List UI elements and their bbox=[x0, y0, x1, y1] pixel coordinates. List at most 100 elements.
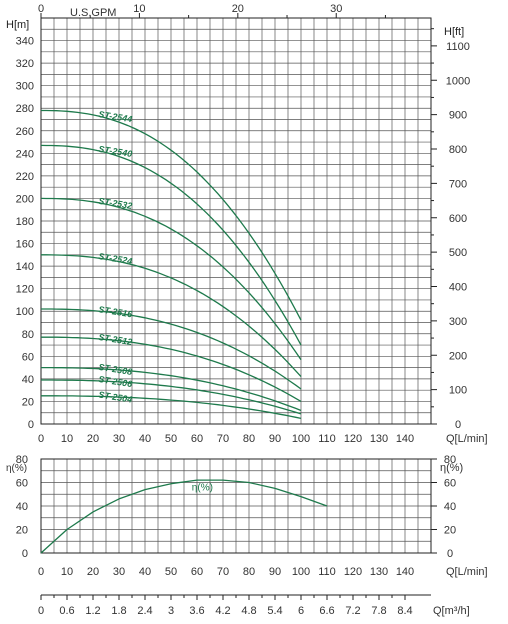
head-y-tick-label: 40 bbox=[22, 374, 34, 386]
head-chart-frame bbox=[40, 17, 432, 425]
head-x-tick-label: 100 bbox=[292, 433, 310, 445]
head-chart-grid bbox=[40, 17, 432, 425]
efficiency-x-tick-label: 80 bbox=[243, 566, 255, 578]
head-y-tick-label: 60 bbox=[22, 351, 34, 363]
efficiency-right-tick-label: 20 bbox=[444, 525, 456, 537]
head-ft-axis-label: H[ft] bbox=[444, 26, 464, 38]
efficiency-left-tick-label: 0 bbox=[22, 548, 28, 560]
head-curve-st-2516 bbox=[41, 308, 302, 390]
efficiency-right-tick-label: 60 bbox=[444, 478, 456, 490]
efficiency-curves: η(%) bbox=[40, 479, 328, 554]
efficiency-left-axis-label: η(%) bbox=[6, 463, 27, 474]
head-x-tick-label: 60 bbox=[191, 433, 203, 445]
flow-m3h-tick-label: 0 bbox=[38, 605, 44, 617]
head-curve-st-2506 bbox=[41, 379, 302, 415]
head-x-tick-label: 40 bbox=[139, 433, 151, 445]
flow-m3h-tick-label: 6 bbox=[298, 605, 304, 617]
efficiency-x-tick-label: 20 bbox=[87, 566, 99, 578]
efficiency-x-tick-label: 70 bbox=[217, 566, 229, 578]
head-y-tick-label: 160 bbox=[16, 239, 34, 251]
efficiency-x-axis-label: Q[L/min] bbox=[446, 566, 488, 578]
gpm-tick-label: 20 bbox=[232, 3, 244, 15]
head-y-tick-label: 300 bbox=[16, 81, 34, 93]
ft-tick-label: 1000 bbox=[446, 75, 470, 87]
head-curve-label: ST-2544 bbox=[98, 109, 133, 124]
ft-tick-label: 0 bbox=[455, 419, 461, 431]
ft-tick-label: 200 bbox=[449, 350, 467, 362]
ft-tick-label: 400 bbox=[449, 282, 467, 294]
efficiency-left-tick-label: 80 bbox=[16, 454, 28, 466]
head-y-tick-label: 220 bbox=[16, 171, 34, 183]
head-y-tick-label: 180 bbox=[16, 216, 34, 228]
head-curve-st-2504 bbox=[41, 395, 302, 420]
head-y-tick-label: 280 bbox=[16, 103, 34, 115]
head-y-tick-label: 0 bbox=[28, 419, 34, 431]
efficiency-right-tick-label: 80 bbox=[444, 454, 456, 466]
efficiency-curve bbox=[40, 479, 328, 554]
flow-m3h-ticks: 0 0.6 1.2 1.8 2.4 3 3.6 4.2 4.8 5.4 6 6.6 7.2 7.8 8.4 bbox=[38, 595, 413, 617]
ft-tick-label: 800 bbox=[449, 144, 467, 156]
efficiency-left-tick-label: 40 bbox=[16, 501, 28, 513]
head-x-tick-label: 20 bbox=[87, 433, 99, 445]
efficiency-right-tick-label: 0 bbox=[447, 548, 453, 560]
gpm-tick-label: 10 bbox=[133, 3, 145, 15]
head-curve-st-2540 bbox=[40, 144, 302, 346]
head-m-axis-label: H[m] bbox=[6, 19, 29, 31]
head-y-tick-label: 200 bbox=[16, 193, 34, 205]
efficiency-x-tick-label: 90 bbox=[269, 566, 281, 578]
gpm-axis-label: U.S.GPM bbox=[70, 7, 116, 19]
gpm-tick-label: 30 bbox=[330, 3, 342, 15]
head-curve-st-2512 bbox=[41, 336, 302, 402]
ft-tick-label: 300 bbox=[449, 316, 467, 328]
head-x-tick-label: 70 bbox=[217, 433, 229, 445]
efficiency-x-tick-label: 120 bbox=[344, 566, 362, 578]
head-x-tick-label: 30 bbox=[113, 433, 125, 445]
head-x-tick-label: 10 bbox=[61, 433, 73, 445]
gpm-tick-label: 0 bbox=[38, 3, 44, 15]
efficiency-x-tick-label: 60 bbox=[191, 566, 203, 578]
flow-m3h-tick-label: 4.2 bbox=[215, 605, 230, 617]
head-y-tick-label: 120 bbox=[16, 284, 34, 296]
efficiency-x-tick-label: 50 bbox=[165, 566, 177, 578]
flow-m3h-tick-label: 6.6 bbox=[319, 605, 334, 617]
flow-m3h-tick-label: 1.8 bbox=[111, 605, 126, 617]
ft-tick-label: 100 bbox=[449, 385, 467, 397]
ft-tick-label: 1100 bbox=[446, 41, 470, 53]
head-chart-ticks: 0 10 20 30 40 50 60 70 80 90 100 110 120 130 140020406… bbox=[16, 3, 471, 445]
efficiency-x-tick-label: 0 bbox=[38, 566, 44, 578]
flow-m3h-tick-label: 0.6 bbox=[59, 605, 74, 617]
efficiency-left-tick-label: 20 bbox=[16, 525, 28, 537]
head-y-tick-label: 340 bbox=[16, 36, 34, 48]
head-curve-st-2532 bbox=[40, 197, 302, 361]
head-x-tick-label: 140 bbox=[396, 433, 414, 445]
head-curve-label: ST-2504 bbox=[98, 389, 133, 404]
head-y-tick-label: 80 bbox=[22, 329, 34, 341]
flow-m3h-tick-label: 3.6 bbox=[189, 605, 204, 617]
efficiency-left-tick-label: 60 bbox=[16, 478, 28, 490]
ft-tick-label: 700 bbox=[449, 178, 467, 190]
efficiency-x-tick-label: 130 bbox=[370, 566, 388, 578]
head-x-tick-label: 90 bbox=[269, 433, 281, 445]
head-curve-st-2508 bbox=[41, 366, 302, 412]
flow-m3h-tick-label: 7.2 bbox=[345, 605, 360, 617]
efficiency-curve-label: η(%) bbox=[192, 483, 213, 494]
flow-m3h-tick-label: 5.4 bbox=[267, 605, 282, 617]
head-curve-chart: ST-2544 ST-2540 ST-2532 ST-2524 ST-2516 ST-25… bbox=[6, 3, 488, 445]
efficiency-x-tick-label: 30 bbox=[113, 566, 125, 578]
efficiency-right-axis-label: η(%) bbox=[440, 462, 463, 474]
head-curve-label: ST-2516 bbox=[98, 304, 134, 319]
head-y-tick-label: 100 bbox=[16, 306, 34, 318]
head-y-tick-label: 140 bbox=[16, 261, 34, 273]
flow-m3h-axis-label: Q[m³/h] bbox=[433, 605, 470, 617]
ft-tick-label: 600 bbox=[449, 213, 467, 225]
flow-m3h-tick-label: 7.8 bbox=[371, 605, 386, 617]
head-y-tick-label: 320 bbox=[16, 58, 34, 70]
ft-tick-label: 900 bbox=[449, 110, 467, 122]
head-y-tick-label: 240 bbox=[16, 148, 34, 160]
efficiency-right-tick-label: 40 bbox=[444, 501, 456, 513]
head-curve-st-2544 bbox=[41, 109, 302, 321]
head-x-tick-label: 120 bbox=[344, 433, 362, 445]
flow-m3h-tick-label: 4.8 bbox=[241, 605, 256, 617]
